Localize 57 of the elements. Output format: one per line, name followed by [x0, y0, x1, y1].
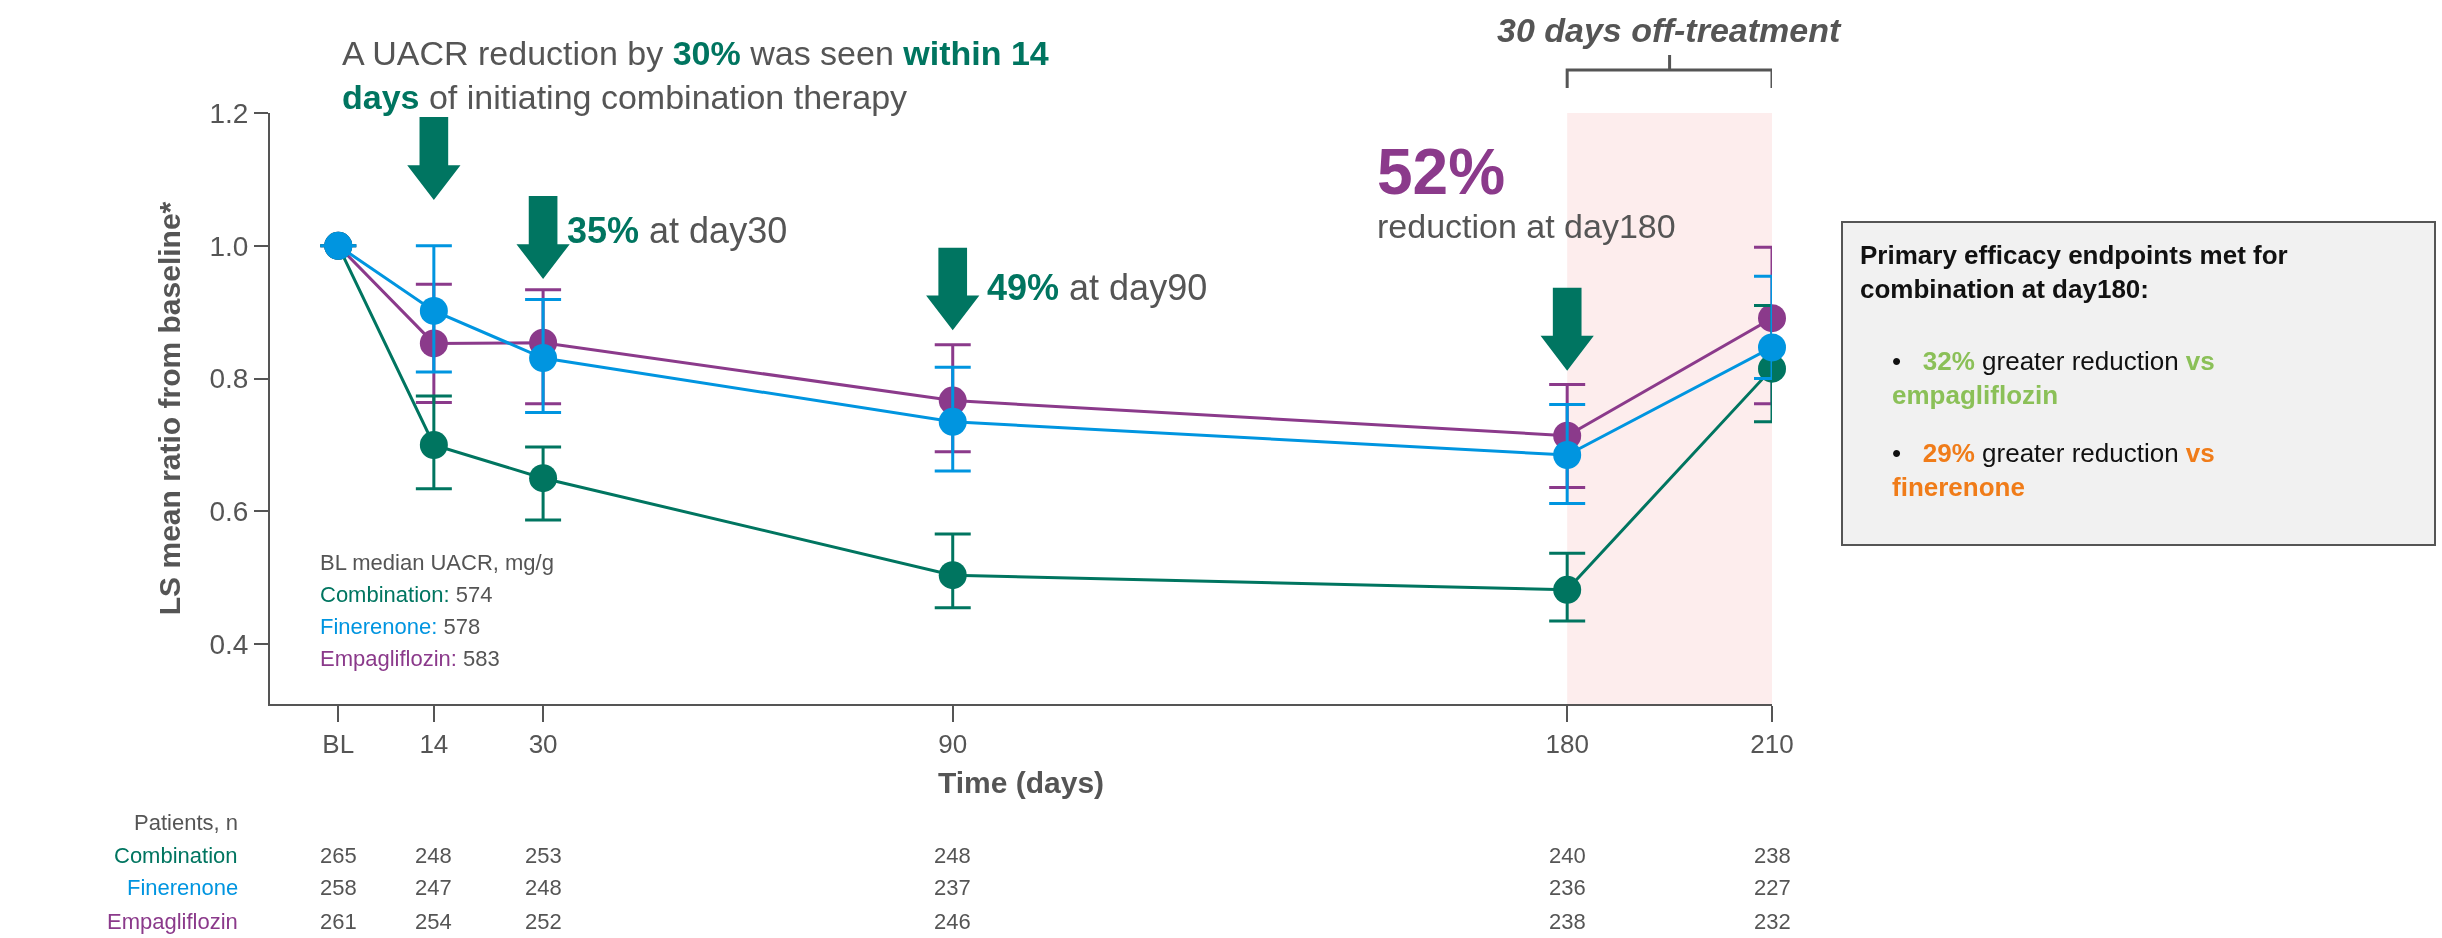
text: 227: [1754, 875, 1791, 900]
x-axis-title: Time (days): [937, 766, 1105, 800]
text: 248: [934, 843, 971, 868]
annotation: 52% reduction at day180: [1377, 136, 1676, 246]
point: [938, 407, 967, 436]
text: 252: [525, 909, 562, 934]
text: 254: [415, 909, 452, 934]
text: Primary efficacy endpoints met for combination at day180:: [1860, 240, 2288, 304]
point: [419, 296, 448, 325]
point: [938, 561, 967, 590]
annotation: BL median UACR, mg/g: [320, 550, 554, 575]
x-tick-label: 14: [419, 729, 449, 760]
text: 258: [320, 875, 357, 900]
text: 240: [1549, 843, 1586, 868]
annotation: 35% at day30: [567, 210, 788, 251]
text: 246: [934, 909, 971, 934]
point: [1758, 304, 1786, 333]
text: 265: [320, 843, 357, 868]
text: 238: [1549, 909, 1586, 934]
text: 238: [1754, 843, 1791, 868]
text: 261: [320, 909, 357, 934]
point: [1758, 333, 1786, 362]
annotation: 49% at day90: [987, 267, 1208, 308]
annotation: Combination: 574: [320, 582, 493, 607]
y-tick-label: 0.8: [209, 363, 249, 395]
text: Empagliflozin: [107, 909, 238, 934]
text: • 32% greater reduction vs empagliflozin: [1892, 346, 2215, 410]
text: • 29% greater reduction vs finerenone: [1892, 438, 2215, 502]
text: Combination: [114, 843, 238, 868]
text: 232: [1754, 909, 1791, 934]
text: 253: [525, 843, 562, 868]
text: 248: [415, 843, 452, 868]
point: [1553, 440, 1582, 469]
x-tick-label: 30: [528, 729, 558, 760]
text: 247: [415, 875, 452, 900]
y-tick-label: 1.0: [209, 230, 249, 262]
y-axis-title: LS mean ratio from baseline*: [152, 201, 186, 616]
y-tick-label: 0.4: [209, 629, 249, 661]
annotation: Empagliflozin: 583: [320, 646, 500, 671]
text: A UACR reduction by 30% was seen within 14 days of initiating combination therapy: [342, 34, 1049, 117]
annotation: Finerenone: 578: [320, 614, 481, 639]
text: 237: [934, 875, 971, 900]
point: [1553, 575, 1582, 604]
text: Patients, n: [134, 810, 238, 835]
text: 236: [1549, 875, 1586, 900]
x-tick-label: 90: [938, 729, 968, 760]
text: Finerenone: [127, 875, 239, 900]
point: [419, 431, 448, 460]
point: [529, 344, 558, 373]
y-tick-label: 0.6: [209, 496, 249, 528]
y-tick-label: 1.2: [209, 97, 249, 129]
x-tick-label: 210: [1750, 729, 1794, 760]
x-tick-label: 180: [1545, 729, 1589, 760]
text: 248: [525, 875, 562, 900]
x-tick-label: BL: [322, 729, 355, 760]
point: [529, 464, 558, 493]
band-label: 30 days off-treatment: [1497, 11, 1842, 49]
